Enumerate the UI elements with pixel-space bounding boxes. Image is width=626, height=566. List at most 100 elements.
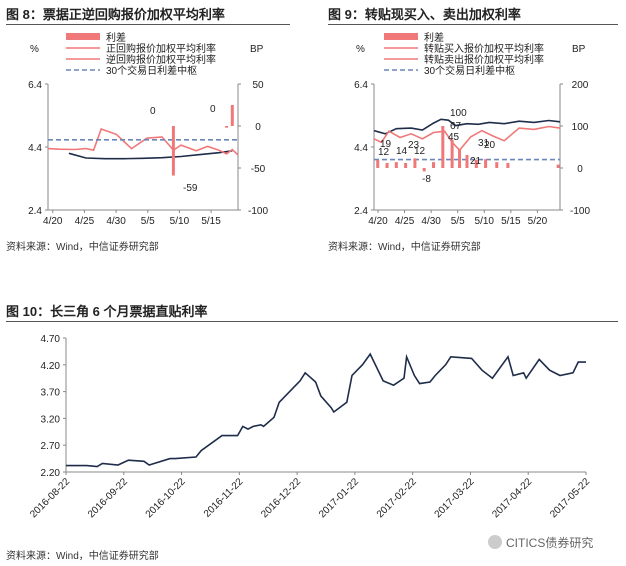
x-tick-label: 5/10 (475, 216, 495, 227)
y-tick-label: 2.20 (41, 468, 61, 479)
x-tick-label: 4/25 (395, 216, 415, 227)
figure-8-title-rule (6, 24, 290, 25)
x-tick-label: 5/15 (501, 216, 521, 227)
bar-mark (230, 105, 234, 126)
figure-9-source: 资料来源：Wind，中信证券研究部 (328, 242, 481, 253)
bar-mark (556, 164, 560, 168)
y-tick-label: 2.4 (28, 206, 42, 217)
series-line (47, 127, 239, 156)
legend-label: 转贴买入报价加权平均利率 (424, 42, 544, 55)
series-line (68, 150, 233, 160)
legend-label: 30个交易日利差中枢 (106, 64, 197, 77)
data-annotation: 0 (210, 104, 216, 115)
bar-mark (495, 162, 499, 168)
y-axis-label: % (30, 44, 39, 55)
y2-axis-label: BP (250, 44, 264, 55)
y-tick-label: 4.4 (28, 143, 42, 154)
y-tick-label: 4.4 (354, 143, 368, 154)
y-tick-label: 4.70 (41, 334, 61, 345)
bar-mark (171, 126, 175, 176)
y-tick-label: 2.70 (41, 441, 61, 452)
data-annotation: 12 (378, 147, 390, 158)
figure-8-source: 资料来源：Wind，中信证券研究部 (6, 242, 159, 253)
y2-tick-label: -50 (251, 164, 266, 175)
x-tick-label: 5/5 (141, 216, 155, 227)
y2-tick-label: 0 (577, 164, 583, 175)
y-tick-label: 4.20 (41, 361, 61, 372)
series-line (66, 352, 586, 468)
bar-mark (441, 126, 445, 168)
bar-mark (474, 159, 478, 168)
bar-mark (225, 126, 229, 128)
x-tick-label: 2017-03-22 (433, 476, 477, 520)
x-tick-label: 4/25 (75, 216, 95, 227)
x-tick-label: 2017-02-22 (375, 476, 419, 520)
x-tick-label: 5/10 (170, 216, 190, 227)
figure-10-title-rule (6, 321, 618, 322)
watermark: CITICS债券研究 (488, 534, 593, 551)
bar-mark (422, 168, 426, 172)
figure-9-title-rule (328, 24, 618, 25)
x-tick-label: 5/20 (528, 216, 548, 227)
x-tick-label: 5/15 (201, 216, 221, 227)
y-tick-label: 3.20 (41, 414, 61, 425)
figure-8-chart: 6.4 4.4 2.4% 50 0 -50 -100 BP 4/20 4/25 4/30 5/5 5/1… (28, 31, 268, 227)
data-annotation: 100 (450, 108, 467, 119)
x-tick-label: 4/30 (421, 216, 441, 227)
bar-mark (432, 162, 436, 168)
bar-mark (450, 139, 454, 168)
x-tick-label: 2016-08-22 (28, 476, 72, 520)
series-line (373, 125, 561, 152)
y2-tick-label: -100 (248, 206, 268, 217)
y2-tick-label: 100 (572, 122, 589, 133)
y-axis-label: % (356, 44, 365, 55)
legend-label: 逆回购报价加权平均利率 (106, 53, 216, 66)
x-tick-label: 2017-04-22 (490, 476, 534, 520)
data-annotation: 12 (414, 146, 426, 157)
legend-label: 正回购报价加权平均利率 (106, 42, 216, 55)
data-annotation: -59 (183, 183, 198, 194)
figure-8-title: 图 8：票据正逆回购报价加权平均利率 (6, 7, 225, 22)
wechat-icon (488, 535, 502, 549)
x-tick-label: 2016-12-22 (259, 476, 303, 520)
bar-mark (385, 162, 389, 168)
y2-tick-label: 50 (252, 80, 264, 91)
y-tick-label: 6.4 (28, 80, 42, 91)
data-annotation: 19 (380, 139, 392, 150)
bar-mark (413, 158, 417, 168)
data-annotation: 0 (150, 106, 156, 117)
bar-mark (376, 160, 380, 168)
series-line (373, 118, 561, 135)
legend-swatch (384, 33, 418, 40)
y2-tick-label: 0 (255, 122, 261, 133)
y-tick-label: 3.70 (41, 388, 61, 399)
y-tick-label: 2.4 (354, 206, 368, 217)
data-annotation: 23 (408, 140, 420, 151)
data-annotation: -8 (422, 174, 431, 185)
y2-tick-label: 200 (572, 80, 589, 91)
data-annotation: 31 (478, 138, 490, 149)
data-annotation: 21 (470, 156, 482, 167)
figure-10-title: 图 10：长三角 6 个月票据直贴利率 (6, 304, 208, 319)
x-tick-label: 4/20 (368, 216, 388, 227)
legend-label: 利差 (424, 31, 444, 44)
figure-10-source: 资料来源：Wind，中信证券研究部 (6, 551, 159, 562)
legend-label: 30个交易日利差中枢 (424, 64, 515, 77)
data-annotation: 45 (448, 132, 460, 143)
y2-axis-label: BP (572, 44, 586, 55)
legend-swatch (66, 33, 100, 40)
bar-mark (506, 162, 510, 168)
y-tick-label: 6.4 (354, 80, 368, 91)
bar-mark (404, 162, 408, 168)
x-tick-label: 5/5 (451, 216, 465, 227)
legend-label: 转贴卖出报价加权平均利率 (424, 53, 544, 66)
x-tick-label: 4/20 (43, 216, 63, 227)
bar-mark (458, 149, 462, 168)
x-tick-label: 2016-10-22 (144, 476, 188, 520)
bar-mark (394, 162, 398, 168)
data-annotation: 20 (484, 140, 496, 151)
x-tick-label: 2016-11-22 (202, 476, 246, 520)
legend-label: 利差 (106, 31, 126, 44)
data-annotation: 14 (396, 146, 408, 157)
